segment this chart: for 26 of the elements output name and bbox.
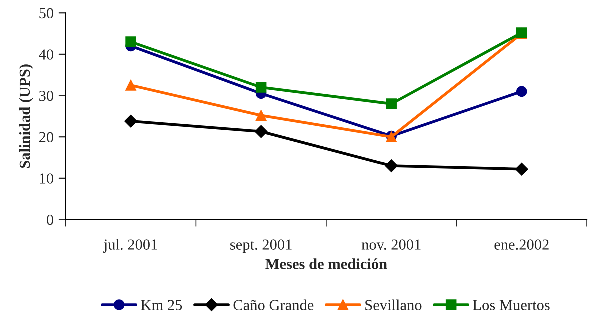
x-tick-label: jul. 2001 — [103, 239, 158, 254]
legend-label: Km 25 — [141, 300, 182, 310]
y-tick-label: 10 — [40, 174, 54, 184]
y-tick-label: 40 — [39, 50, 54, 60]
y-axis-title: Salinidad (UPS) — [19, 64, 34, 168]
y-tick-label: 30 — [40, 90, 54, 102]
legend-label: Sevillano — [366, 300, 422, 310]
x-tick-label: sept. 2001 — [230, 240, 292, 254]
x-tick-label: ene.2002 — [494, 240, 549, 250]
point — [126, 80, 136, 91]
x-tick-label: nov. 2001 — [362, 240, 421, 250]
point — [516, 86, 528, 98]
point — [254, 125, 268, 138]
y-tick-label: 20 — [39, 132, 54, 143]
y-tick-label: 50 — [40, 8, 54, 19]
y-tick-label: 0 — [47, 214, 54, 226]
point — [256, 82, 267, 93]
legend-label: Los Muertos — [473, 300, 550, 310]
point — [386, 98, 397, 110]
x-axis-title: Meses de medición — [266, 258, 388, 270]
point — [385, 160, 398, 172]
legend-label: Caño Grande — [234, 300, 314, 310]
point — [256, 110, 267, 121]
point — [515, 162, 528, 176]
point — [126, 36, 136, 48]
point — [124, 114, 138, 128]
